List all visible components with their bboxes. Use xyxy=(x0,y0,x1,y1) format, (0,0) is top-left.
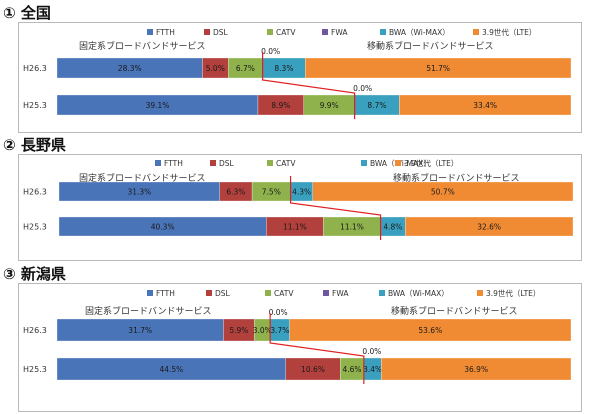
legend-swatch-ftth xyxy=(155,160,161,166)
legend-swatch-3-9-lte xyxy=(395,160,401,166)
legend-label-3-9-lte: 3.9世代（LTE） xyxy=(486,288,540,298)
data-label-catv-h25-3: 11.1% xyxy=(340,223,364,232)
legend-swatch-3-9-lte xyxy=(477,290,483,296)
legend-swatch-ftth xyxy=(147,29,153,35)
data-label-bwa-wi-max-h26-3: 4.3% xyxy=(292,188,311,197)
data-label-dsl-h25-3: 8.9% xyxy=(271,101,290,110)
data-label-bwa-wi-max-h26-3: 3.7% xyxy=(270,326,289,335)
data-label-bwa-wi-max-h25-3: 4.8% xyxy=(383,223,402,232)
category-label-h26-3: H26.3 xyxy=(23,326,47,335)
bar-3-9-lte-h26-3 xyxy=(312,181,574,202)
data-label-fwa-h25-3: 0.0% xyxy=(362,347,381,356)
legend-label-fwa: FWA xyxy=(332,289,349,298)
data-label-ftth-h26-3: 31.3% xyxy=(127,188,151,197)
bar-3-9-lte-h25-3 xyxy=(381,357,572,381)
category-label-h25-3: H25.3 xyxy=(23,101,47,110)
bar-3-9-lte-h26-3 xyxy=(289,318,572,342)
legend-label-dsl: DSL xyxy=(219,159,235,168)
section-title-1: ① 全国 xyxy=(3,4,51,22)
data-label-bwa-wi-max-h25-3: 8.7% xyxy=(367,101,386,110)
legend-swatch-bwa-wi-max xyxy=(380,29,386,35)
legend-label-dsl: DSL xyxy=(215,289,231,298)
chart-panel-niigata: FTTH DSL CATV FWA BWA（Wi-MAX） 3.9世代（LTE） 固定系ブロ… xyxy=(18,283,582,412)
legend-label-ftth: FTTH xyxy=(156,28,175,37)
data-label-dsl-h26-3: 5.9% xyxy=(229,326,248,335)
group-label-mobile: 移動系ブロードバンドサービス xyxy=(391,305,517,317)
legend-swatch-bwa-wi-max xyxy=(379,290,385,296)
fixed-mobile-divider-line xyxy=(269,313,365,384)
data-label-ftth-h26-3: 31.7% xyxy=(128,326,152,335)
data-label-catv-h26-3: 6.7% xyxy=(236,64,255,73)
chart-nagano: FTTHDSLCATVBWA（Wi-MAX）3.9世代（LTE）固定系ブロードバ… xyxy=(23,158,574,240)
category-label-h26-3: H26.3 xyxy=(23,64,47,73)
legend-label-bwa-wi-max: BWA（Wi-MAX） xyxy=(388,289,449,298)
group-label-mobile: 移動系ブロードバンドサービス xyxy=(393,172,519,184)
legend-label-bwa-wi-max: BWA（Wi-MAX） xyxy=(389,28,450,37)
data-label-catv-h26-3: 7.5% xyxy=(262,188,281,197)
legend-swatch-fwa xyxy=(322,29,328,35)
data-label-3-9-lte-h26-3: 50.7% xyxy=(431,188,455,197)
chart-niigata: FTTH DSL CATV FWA BWA（Wi-MAX） 3.9世代（LTE） 固定系ブロ… xyxy=(23,288,572,384)
data-label-dsl-h26-3: 5.0% xyxy=(206,64,225,73)
data-label-catv-h25-3: 4.6% xyxy=(343,365,362,374)
legend-label-dsl: DSL xyxy=(213,28,229,37)
fixed-mobile-divider-line xyxy=(262,52,356,119)
data-label-ftth-h25-3: 44.5% xyxy=(159,365,183,374)
legend-swatch-catv xyxy=(267,29,273,35)
chart-national: FTTH DSL CATV FWA BWA（Wi-MAX） 3.9世代（LTE） 固定系ブロ… xyxy=(23,27,572,119)
group-label-fixed: 固定系ブロードバンドサービス xyxy=(79,172,205,184)
legend-swatch-catv xyxy=(267,160,273,166)
legend-swatch-dsl xyxy=(210,160,216,166)
data-label-fwa-h25-3: 0.0% xyxy=(353,84,372,93)
section-title-2: ② 長野県 xyxy=(3,136,66,154)
legend-swatch-dsl xyxy=(204,29,210,35)
legend-label-ftth: FTTH xyxy=(156,289,175,298)
data-label-3-9-lte-h25-3: 36.9% xyxy=(464,365,488,374)
data-label-ftth-h25-3: 40.3% xyxy=(151,223,175,232)
data-label-ftth-h25-3: 39.1% xyxy=(146,101,170,110)
group-label-mobile: 移動系ブロードバンドサービス xyxy=(367,40,493,52)
chart-panel-national: FTTH DSL CATV FWA BWA（Wi-MAX） 3.9世代（LTE） 固定系ブロ… xyxy=(18,22,582,133)
data-label-3-9-lte-h26-3: 53.6% xyxy=(418,326,442,335)
data-label-3-9-lte-h25-3: 32.6% xyxy=(477,223,501,232)
bar-3-9-lte-h25-3 xyxy=(405,216,574,237)
section-title-3: ③ 新潟県 xyxy=(3,265,66,283)
legend-label-fwa: FWA xyxy=(331,28,348,37)
legend-label-3-9-lte: 3.9世代（LTE） xyxy=(482,27,536,37)
data-label-fwa-h26-3: 0.0% xyxy=(269,308,288,317)
legend-swatch-catv xyxy=(265,290,271,296)
data-label-fwa-h26-3: 0.0% xyxy=(261,47,280,56)
data-label-dsl-h25-3: 10.6% xyxy=(301,365,325,374)
legend-label-catv: CATV xyxy=(276,28,296,37)
data-label-dsl-h26-3: 6.3% xyxy=(226,188,245,197)
category-label-h25-3: H25.3 xyxy=(23,223,47,232)
legend-swatch-3-9-lte xyxy=(473,29,479,35)
data-label-bwa-wi-max-h26-3: 8.3% xyxy=(274,64,293,73)
data-label-3-9-lte-h25-3: 33.4% xyxy=(473,101,497,110)
fixed-mobile-divider-line xyxy=(289,176,382,240)
category-label-h25-3: H25.3 xyxy=(23,365,47,374)
category-label-h26-3: H26.3 xyxy=(23,188,47,197)
bar-3-9-lte-h26-3 xyxy=(305,57,572,79)
data-label-dsl-h25-3: 11.1% xyxy=(283,223,307,232)
bar-3-9-lte-h25-3 xyxy=(399,94,572,116)
data-label-catv-h25-3: 9.9% xyxy=(320,101,339,110)
legend-swatch-fwa xyxy=(323,290,329,296)
data-label-3-9-lte-h26-3: 51.7% xyxy=(426,64,450,73)
legend-swatch-bwa-wi-max xyxy=(361,160,367,166)
group-label-fixed: 固定系ブロードバンドサービス xyxy=(85,305,211,317)
legend-swatch-ftth xyxy=(147,290,153,296)
legend-label-catv: CATV xyxy=(274,289,294,298)
legend-swatch-dsl xyxy=(206,290,212,296)
data-label-bwa-wi-max-h25-3: 3.4% xyxy=(363,365,382,374)
legend-label-3-9-lte: 3.9世代（LTE） xyxy=(404,158,458,168)
legend-label-ftth: FTTH xyxy=(164,159,183,168)
legend-label-catv: CATV xyxy=(276,159,296,168)
chart-panel-nagano: FTTHDSLCATVBWA（Wi-MAX）3.9世代（LTE）固定系ブロードバ… xyxy=(18,154,582,261)
data-label-catv-h26-3: 3.0% xyxy=(253,326,272,335)
group-label-fixed: 固定系ブロードバンドサービス xyxy=(79,40,205,52)
data-label-ftth-h26-3: 28.3% xyxy=(118,64,142,73)
